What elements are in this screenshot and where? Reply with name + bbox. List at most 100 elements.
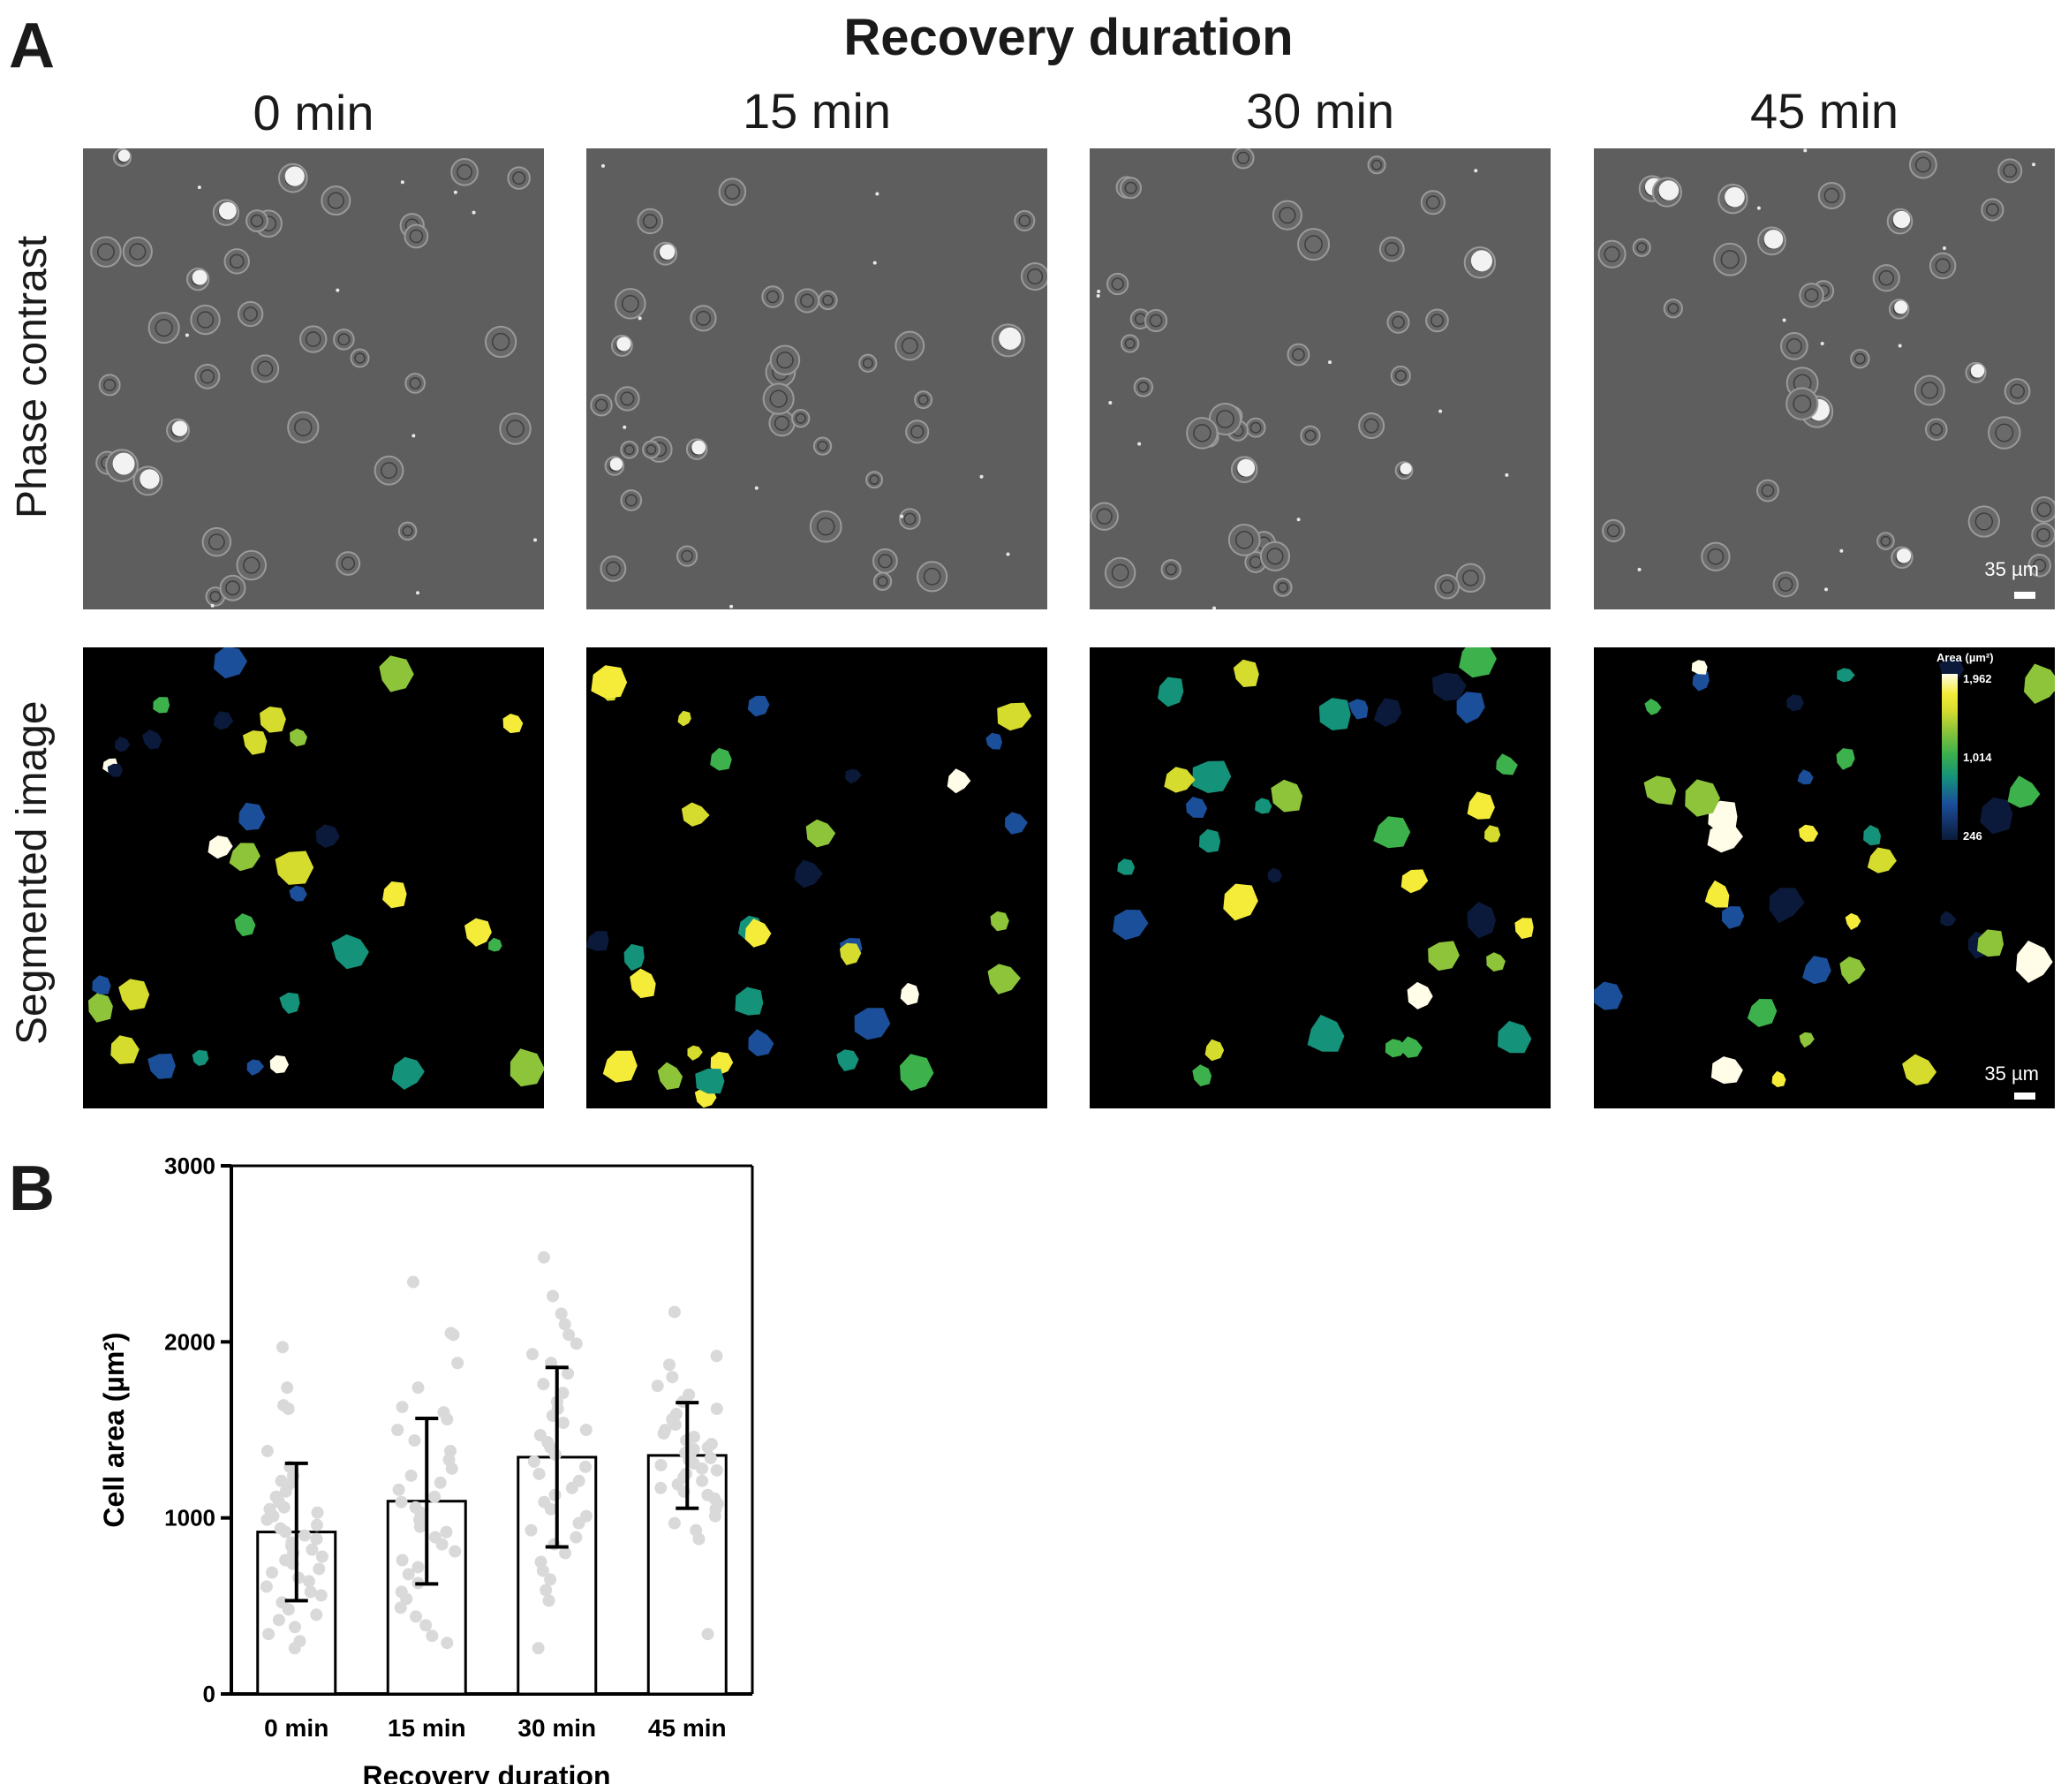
- data-point: [413, 1520, 427, 1533]
- data-point: [302, 1575, 315, 1588]
- y-tick-label: 2000: [164, 1328, 215, 1355]
- x-tick-label: 15 min: [388, 1714, 466, 1742]
- data-point: [547, 1289, 560, 1303]
- data-point: [272, 1614, 285, 1627]
- data-point: [394, 1601, 407, 1614]
- data-point: [704, 1451, 717, 1464]
- data-point: [395, 1495, 408, 1508]
- colorbar-tick-min: 246: [1963, 829, 1982, 843]
- data-point: [555, 1307, 568, 1320]
- data-point: [441, 1637, 454, 1650]
- data-point: [525, 1348, 539, 1361]
- data-point: [392, 1483, 405, 1496]
- data-point: [668, 1418, 682, 1432]
- data-point: [570, 1531, 583, 1544]
- scale-bar-label: 35 µm: [1984, 558, 2039, 580]
- data-point: [411, 1561, 425, 1574]
- data-point: [536, 1564, 549, 1577]
- y-tick-label: 1000: [164, 1505, 215, 1531]
- data-point: [411, 1381, 425, 1395]
- data-point: [435, 1538, 449, 1551]
- data-point: [409, 1610, 422, 1623]
- data-point: [313, 1562, 326, 1576]
- data-point: [558, 1318, 571, 1331]
- phase-image-0min: [83, 148, 544, 609]
- data-point: [544, 1573, 557, 1586]
- x-axis-label: Recovery duration: [363, 1760, 611, 1784]
- data-point: [276, 1341, 289, 1354]
- data-point: [396, 1554, 409, 1567]
- panel-letter-b: B: [9, 1153, 55, 1224]
- data-point: [441, 1413, 454, 1426]
- data-point: [419, 1619, 433, 1632]
- row-label-phase-contrast: Phase contrast: [9, 235, 56, 518]
- data-point: [449, 1545, 462, 1558]
- segmented-image-30min: [1090, 647, 1551, 1108]
- data-point: [262, 1628, 276, 1641]
- data-point: [447, 1328, 460, 1342]
- x-tick-label: 45 min: [648, 1714, 727, 1742]
- phase-image-15min: [586, 148, 1047, 609]
- row-label-segmented-image: Segmented image: [9, 700, 56, 1045]
- data-point: [426, 1629, 439, 1643]
- colorbar-title: Area (µm²): [1936, 651, 1994, 664]
- data-point: [657, 1426, 670, 1440]
- data-point: [701, 1628, 714, 1641]
- data-point: [562, 1367, 575, 1380]
- column-heading-45min: 45 min: [1749, 83, 1899, 139]
- segmented-image-0min: [83, 647, 544, 1108]
- column-heading-15min: 15 min: [742, 83, 892, 139]
- data-point: [289, 1621, 302, 1634]
- data-point: [668, 1516, 681, 1530]
- data-point: [570, 1337, 583, 1350]
- panel-letter-a: A: [9, 11, 55, 81]
- data-point: [408, 1433, 421, 1447]
- data-point: [310, 1518, 323, 1531]
- data-point: [542, 1594, 555, 1607]
- data-point: [279, 1525, 292, 1539]
- data-point: [548, 1488, 562, 1501]
- data-point: [668, 1305, 681, 1319]
- data-point: [260, 1513, 274, 1526]
- phase-image-45min: 35 µm: [1594, 148, 2055, 609]
- data-point: [662, 1358, 676, 1372]
- data-point: [701, 1440, 714, 1454]
- data-point: [406, 1275, 419, 1289]
- scale-bar: [2014, 1093, 2035, 1100]
- data-point: [396, 1401, 409, 1414]
- data-point: [572, 1516, 585, 1530]
- data-point: [282, 1603, 295, 1616]
- data-point: [391, 1424, 404, 1436]
- data-point: [666, 1371, 679, 1384]
- data-point: [260, 1444, 274, 1457]
- data-point: [440, 1525, 453, 1539]
- data-point: [281, 1381, 294, 1395]
- data-point: [708, 1509, 721, 1523]
- column-heading-30min: 30 min: [1245, 83, 1395, 139]
- colorbar: [1942, 674, 1958, 840]
- data-point: [400, 1592, 413, 1606]
- data-point: [532, 1467, 546, 1480]
- phase-image-30min: [1090, 148, 1551, 609]
- data-point: [306, 1543, 319, 1556]
- x-tick-label: 30 min: [517, 1714, 596, 1742]
- figure-title-recovery-duration: Recovery duration: [843, 9, 1294, 66]
- x-tick-label: 0 min: [264, 1714, 328, 1742]
- data-point: [544, 1502, 557, 1516]
- data-point: [310, 1608, 323, 1622]
- data-point: [556, 1387, 570, 1400]
- data-point: [527, 1455, 540, 1468]
- data-point: [282, 1403, 295, 1416]
- data-point: [428, 1490, 442, 1503]
- y-tick-label: 3000: [164, 1153, 215, 1179]
- data-point: [540, 1584, 553, 1597]
- data-point: [311, 1506, 324, 1519]
- cell-area-bar-chart: 0 1000 2000 3000 0 min 15 min 30 min 45 min Reco…: [98, 1153, 754, 1784]
- data-point: [710, 1350, 723, 1363]
- data-point: [298, 1529, 312, 1542]
- data-point: [579, 1424, 593, 1436]
- data-point: [304, 1585, 317, 1599]
- segmented-image-45min: Area (µm²) 1,962 1,014 246 35 µm: [1594, 647, 2055, 1108]
- data-point: [696, 1462, 709, 1475]
- segmented-image-15min: [586, 647, 1047, 1108]
